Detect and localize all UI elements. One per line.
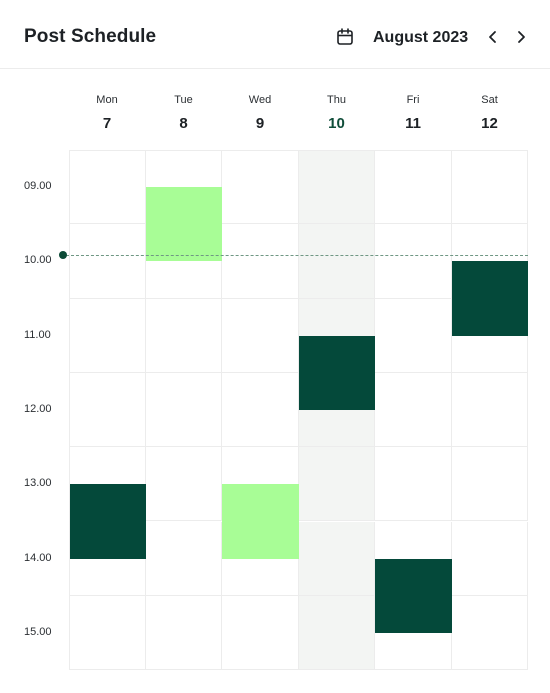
grid-cell[interactable] bbox=[451, 595, 528, 671]
day-header-sat[interactable]: Sat 12 bbox=[452, 92, 528, 132]
day-name: Mon bbox=[96, 94, 118, 106]
grid-cell[interactable] bbox=[222, 298, 299, 373]
time-label: 13.00 bbox=[24, 477, 52, 490]
day-name: Wed bbox=[248, 94, 272, 106]
day-name: Tue bbox=[174, 94, 193, 106]
scheduled-post-tue[interactable] bbox=[145, 187, 222, 262]
grid-cell[interactable] bbox=[69, 150, 146, 225]
grid-cell[interactable] bbox=[451, 521, 528, 596]
grid-cell[interactable] bbox=[222, 150, 299, 225]
day-number: 11 bbox=[405, 115, 421, 132]
schedule-grid bbox=[69, 150, 528, 671]
header: Post Schedule August 2023 bbox=[0, 0, 550, 69]
grid-cell[interactable] bbox=[222, 595, 299, 671]
grid-cell[interactable] bbox=[222, 224, 299, 299]
day-header-tue[interactable]: Tue 8 bbox=[146, 92, 222, 132]
grid-cell[interactable] bbox=[145, 372, 222, 448]
grid-cell[interactable] bbox=[375, 447, 452, 522]
grid-cell[interactable] bbox=[451, 447, 528, 522]
time-label: 12.00 bbox=[24, 403, 52, 416]
grid-cell[interactable] bbox=[145, 521, 222, 596]
grid-cell[interactable] bbox=[222, 372, 299, 448]
time-label: 15.00 bbox=[24, 625, 52, 638]
day-name: Thu bbox=[327, 94, 346, 106]
scheduled-post-thu[interactable] bbox=[298, 335, 375, 411]
time-label: 09.00 bbox=[24, 180, 52, 193]
day-number: 12 bbox=[481, 115, 498, 132]
calendar-icon[interactable] bbox=[336, 28, 354, 46]
day-header-fri[interactable]: Fri 11 bbox=[375, 92, 451, 132]
grid-cell[interactable] bbox=[451, 298, 528, 373]
grid-cell[interactable] bbox=[451, 372, 528, 448]
current-time-dot bbox=[59, 251, 67, 259]
grid-cell[interactable] bbox=[451, 150, 528, 225]
time-label: 10.00 bbox=[24, 254, 52, 267]
grid-cell[interactable] bbox=[222, 521, 299, 596]
grid-cell[interactable] bbox=[298, 521, 375, 596]
time-label: 14.00 bbox=[24, 551, 52, 564]
day-header-mon[interactable]: Mon 7 bbox=[69, 92, 145, 132]
grid-cell[interactable] bbox=[375, 298, 452, 373]
chevron-left-icon[interactable] bbox=[483, 27, 503, 47]
day-number: 8 bbox=[179, 115, 188, 132]
grid-cell[interactable] bbox=[375, 372, 452, 448]
grid-cell[interactable] bbox=[375, 150, 452, 225]
scheduled-post-wed[interactable] bbox=[222, 484, 299, 559]
grid-cell[interactable] bbox=[298, 595, 375, 671]
scheduled-post-mon[interactable] bbox=[69, 484, 146, 559]
grid-cell[interactable] bbox=[145, 298, 222, 373]
day-name: Fri bbox=[406, 94, 420, 106]
grid-cell[interactable] bbox=[145, 595, 222, 671]
time-label: 11.00 bbox=[24, 328, 51, 341]
month-label: August 2023 bbox=[373, 29, 469, 46]
grid-cell[interactable] bbox=[375, 595, 452, 671]
day-header-thu[interactable]: Thu 10 bbox=[299, 92, 375, 132]
day-number: 9 bbox=[255, 115, 265, 132]
current-time-line bbox=[66, 255, 528, 256]
chevron-right-icon[interactable] bbox=[511, 27, 531, 47]
grid-cell[interactable] bbox=[298, 150, 375, 225]
grid-cell[interactable] bbox=[69, 298, 146, 373]
day-number: 7 bbox=[102, 115, 112, 132]
scheduled-post-fri[interactable] bbox=[375, 558, 452, 633]
day-header-wed[interactable]: Wed 9 bbox=[222, 92, 298, 132]
page-title: Post Schedule bbox=[24, 26, 157, 47]
grid-cell[interactable] bbox=[69, 224, 146, 299]
grid-cell[interactable] bbox=[69, 372, 146, 448]
grid-cell[interactable] bbox=[375, 224, 452, 299]
grid-cell[interactable] bbox=[145, 447, 222, 522]
day-name: Sat bbox=[481, 94, 498, 106]
grid-cell[interactable] bbox=[69, 595, 146, 671]
grid-cell[interactable] bbox=[298, 447, 375, 522]
scheduled-post-sat[interactable] bbox=[451, 261, 528, 336]
grid-cell[interactable] bbox=[298, 224, 375, 299]
grid-cell[interactable] bbox=[69, 521, 146, 596]
day-number: 10 bbox=[328, 115, 345, 132]
grid-cell[interactable] bbox=[145, 224, 222, 299]
